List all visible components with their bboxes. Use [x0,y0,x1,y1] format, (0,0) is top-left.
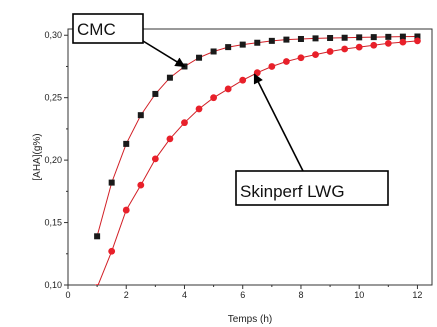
data-point-0-1 [108,179,115,186]
data-point-1-1 [108,247,116,255]
data-point-1-8 [210,94,218,102]
x-tick-label: 2 [124,290,129,300]
data-point-1-17 [341,45,349,53]
data-point-1-19 [370,41,378,49]
y-tick-label: 0,10 [44,280,62,290]
annotation-box-0 [72,13,144,44]
data-point-0-4 [152,90,159,97]
data-point-0-10 [239,41,246,48]
x-axis-label: Temps (h) [228,314,272,325]
data-point-1-7 [195,105,203,113]
annotation-arrow-1 [253,73,304,172]
data-point-0-0 [94,233,101,240]
data-point-1-20 [384,39,392,47]
chart-axes [67,28,433,286]
data-point-0-2 [123,140,130,147]
data-point-1-10 [239,76,247,84]
data-point-0-12 [268,37,275,44]
data-point-0-11 [254,39,261,46]
plot-frame [67,28,433,286]
data-point-0-5 [166,74,173,81]
annotation-label-1: Skinperf LWG [240,182,345,201]
data-point-1-16 [326,48,334,55]
annotation-box-1 [235,170,389,206]
y-tick-label: 0,30 [44,30,62,40]
data-point-1-6 [181,119,188,127]
y-tick-label: 0,20 [44,155,62,165]
y-axis-ticks: 0,10 0,15 0,20 0,25 0,30 [44,30,68,290]
annotations: CMC Skinperf LWG [72,13,389,206]
series-line-0 [96,36,418,237]
data-point-0-3 [137,112,144,119]
data-point-0-8 [210,48,217,55]
data-point-1-18 [355,43,363,51]
data-point-0-15 [312,35,319,42]
series-line-1 [97,40,418,285]
x-axis-ticks: 0 2 4 6 8 10 12 [65,285,422,300]
series-markers [94,33,421,285]
data-point-0-20 [385,33,392,40]
data-point-1-2 [122,206,130,214]
data-point-0-17 [341,34,348,41]
data-point-1-4 [151,155,159,163]
x-tick-label: 4 [182,290,187,300]
x-tick-label: 6 [240,290,245,300]
y-tick-label: 0,25 [44,93,62,103]
data-point-1-13 [283,58,290,65]
x-tick-label: 8 [298,290,303,300]
annotation-arrow-0 [142,40,186,68]
y-axis-label: [AHA](g%) [32,133,43,180]
data-point-1-14 [297,54,305,62]
y-tick-label: 0,15 [44,218,62,228]
data-point-1-3 [137,181,145,189]
data-point-1-15 [312,51,319,58]
data-point-0-19 [370,34,377,41]
x-tick-label: 12 [412,290,422,300]
data-point-0-7 [196,54,203,61]
data-point-0-13 [283,36,290,43]
annotation-label-0: CMC [77,20,116,39]
data-point-0-14 [297,35,304,42]
data-point-1-0 [94,284,100,285]
data-point-1-21 [399,38,407,46]
data-point-0-9 [225,44,232,51]
data-point-1-12 [268,63,276,70]
data-point-0-16 [327,34,334,41]
x-tick-label: 0 [65,290,70,300]
data-point-1-9 [224,85,232,93]
x-tick-label: 10 [354,290,364,300]
data-point-1-5 [166,135,174,143]
data-point-0-22 [414,33,421,40]
data-point-1-22 [414,37,421,45]
data-point-0-18 [356,34,363,41]
data-point-0-21 [399,33,406,40]
